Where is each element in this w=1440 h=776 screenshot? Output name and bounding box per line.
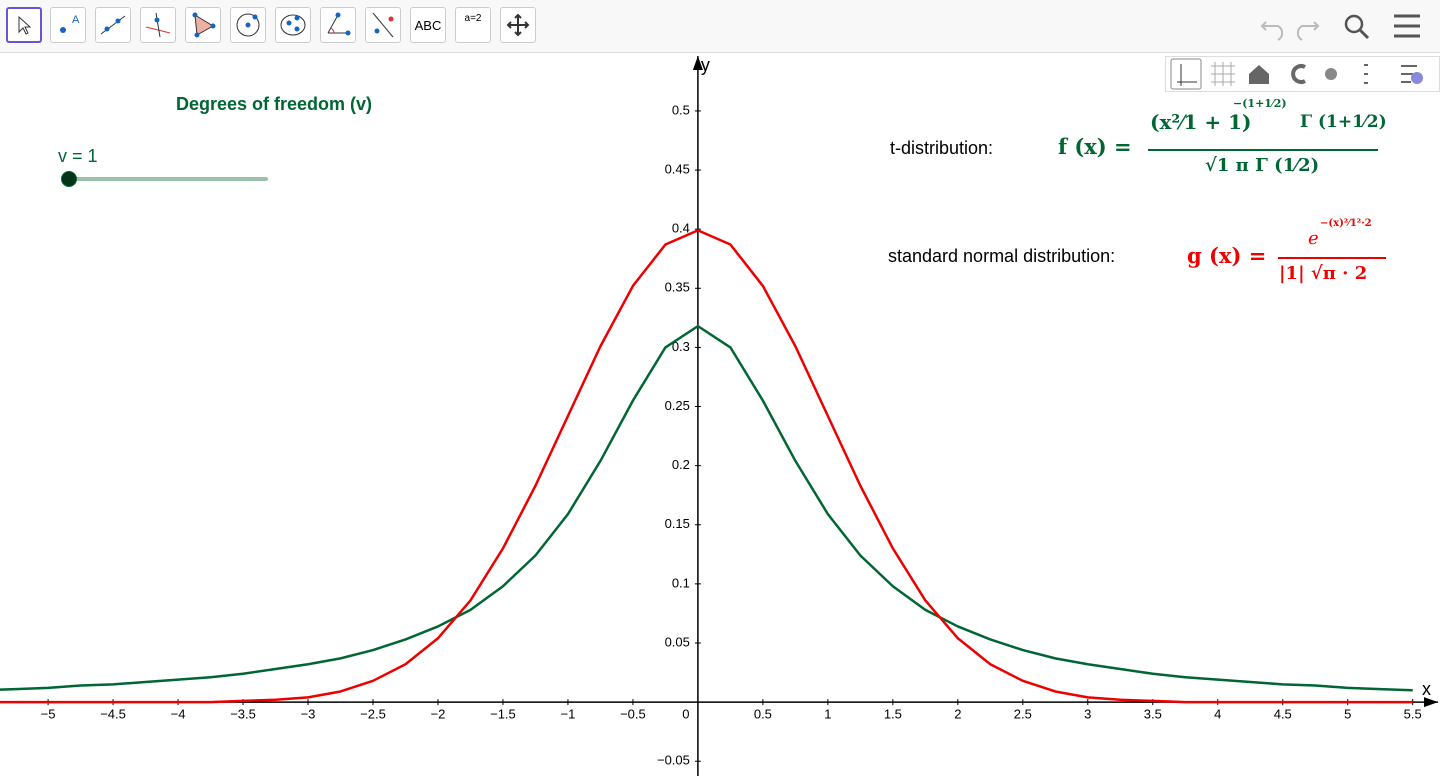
slider-track[interactable]	[68, 177, 268, 181]
toolbar: A ABC a=2	[0, 0, 1440, 53]
undo[interactable]	[1260, 21, 1284, 41]
curve	[0, 229, 1413, 704]
settings[interactable]	[1325, 68, 1337, 80]
x-tick-label: −2	[431, 707, 446, 722]
perpendicular-tool[interactable]	[140, 7, 176, 43]
curves	[0, 229, 1413, 704]
f-fraction-bar	[1148, 149, 1378, 151]
y-tick-label: 0.25	[665, 398, 690, 413]
algebra-toggle[interactable]	[1401, 65, 1423, 84]
home[interactable]	[1249, 65, 1269, 84]
icon	[372, 12, 394, 38]
y-tick-label: 0.15	[665, 516, 690, 531]
y-tick-label: 0.05	[665, 634, 690, 649]
x-tick-label: 2.5	[1014, 707, 1032, 722]
x-tick-label: 0.5	[754, 707, 772, 722]
x-tick-label: 5.5	[1404, 707, 1422, 722]
y-tick-label: −0.05	[657, 753, 690, 768]
x-tick-label: −1	[561, 707, 576, 722]
icon: A	[60, 14, 80, 33]
move-view-tool[interactable]	[500, 7, 536, 43]
g-fraction-bar	[1278, 257, 1386, 259]
x-tick-label: 4	[1214, 707, 1221, 722]
icon	[280, 14, 306, 36]
menu[interactable]	[1394, 14, 1420, 38]
x-tick-label: −1.5	[490, 707, 516, 722]
circle-tool[interactable]	[230, 7, 266, 43]
y-tick-label: 0.4	[672, 221, 690, 236]
polygon-tool[interactable]	[185, 7, 221, 43]
reflect-tool[interactable]	[365, 7, 401, 43]
snap[interactable]	[1291, 64, 1306, 84]
g-name: g (x) =	[1187, 243, 1267, 268]
y-axis-label: y	[701, 55, 710, 75]
x-tick-label: 4.5	[1274, 707, 1292, 722]
x-tick-label: −0.5	[620, 707, 646, 722]
x-tick-label: −3	[301, 707, 316, 722]
x-tick-label: 0	[682, 707, 689, 722]
y-tick-label: 0.45	[665, 161, 690, 176]
g-numerator: e	[1308, 228, 1319, 249]
slider-tool[interactable]: a=2	[455, 7, 491, 43]
y-tick-label: 0.5	[672, 102, 690, 117]
x-tick-label: −2.5	[360, 707, 386, 722]
icon	[100, 15, 126, 35]
icon	[145, 12, 171, 38]
line-tool[interactable]	[95, 7, 131, 43]
x-tick-label: −4	[171, 707, 186, 722]
angle-tool[interactable]	[320, 7, 356, 43]
x-tick-label: 1	[824, 707, 831, 722]
x-tick-label: 5	[1344, 707, 1351, 722]
redo[interactable]	[1296, 21, 1320, 41]
x-tick-label: 1.5	[884, 707, 902, 722]
f-denominator: √1 π Γ (1⁄2)	[1205, 155, 1320, 176]
x-tick-label: −4.5	[100, 707, 126, 722]
normal-label: standard normal distribution:	[888, 246, 1116, 266]
y-tick-label: 0.1	[672, 575, 690, 590]
x-tick-label: 2	[954, 707, 961, 722]
f-gamma: Γ (1+1⁄2)	[1300, 112, 1387, 132]
x-tick-label: −5	[41, 707, 56, 722]
y-axis-arrow	[692, 56, 703, 70]
curve	[0, 324, 1413, 692]
f-numerator: (x²⁄1 + 1)	[1150, 110, 1252, 134]
x-tick-label: 3	[1084, 707, 1091, 722]
slider-label: v = 1	[58, 146, 98, 166]
slider-title: Degrees of freedom (v)	[176, 94, 373, 114]
slider-tool-label: a=2	[464, 13, 482, 24]
graphics-view: x y −5 −4.5 −4 −3.5 −3 −2.5 −2 −1.5 −1 −0.5 0 0.5 1 1.5…	[0, 55, 1438, 776]
ellipse-tool[interactable]	[275, 7, 311, 43]
style-bar	[1165, 56, 1440, 92]
y-tick-label: 0.2	[672, 457, 690, 472]
slider-knob[interactable]	[61, 171, 77, 187]
icon	[506, 13, 530, 37]
y-tick-label: 0.3	[672, 339, 690, 354]
text-tool[interactable]: ABC	[410, 7, 446, 43]
move-tool[interactable]	[6, 7, 42, 43]
f-exponent: −(1+1⁄2)	[1233, 97, 1287, 110]
point-tool[interactable]: A	[50, 7, 86, 43]
icon	[192, 12, 216, 38]
t-label: t-distribution:	[890, 138, 994, 158]
svg-text:A: A	[72, 14, 80, 26]
icon	[18, 15, 32, 35]
x-tick-label: 3.5	[1144, 707, 1162, 722]
f-name: f (x) =	[1058, 134, 1132, 159]
g-exponent: −(x)²⁄1²·2	[1320, 218, 1372, 229]
g-denominator: |1| √π · 2	[1279, 263, 1368, 284]
search[interactable]	[1344, 14, 1370, 40]
x-axis-arrow	[1424, 697, 1438, 708]
top-right-icons	[1260, 14, 1420, 41]
x-axis-label: x	[1422, 679, 1431, 699]
y-tick-label: 0.35	[665, 280, 690, 295]
grid-toggle[interactable]	[1211, 62, 1235, 86]
icon	[327, 12, 351, 36]
x-tick-label: −3.5	[230, 707, 256, 722]
icon	[236, 13, 260, 37]
